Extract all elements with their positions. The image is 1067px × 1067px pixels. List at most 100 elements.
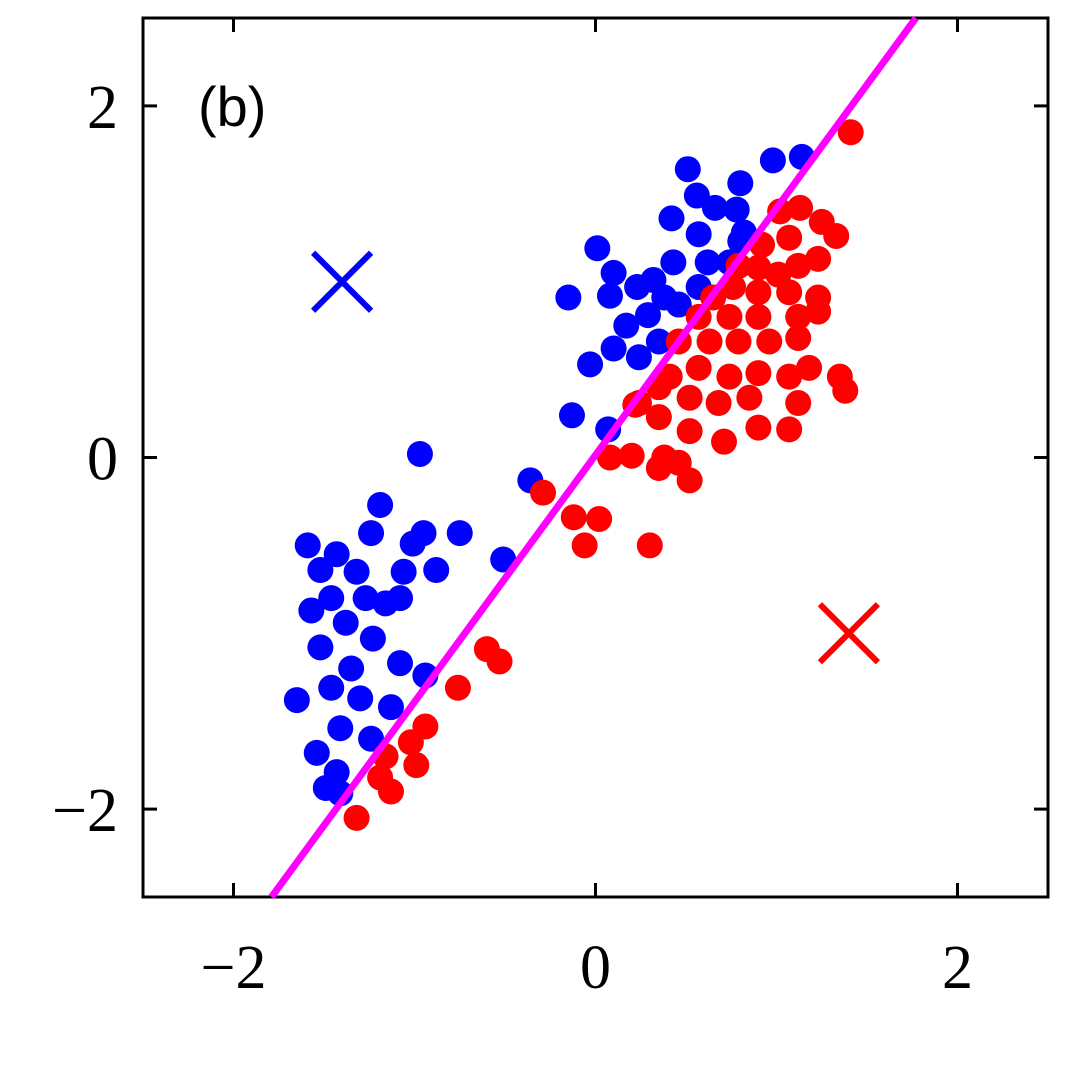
scatter-point [323,541,350,568]
scatter-point [837,119,864,146]
scatter-point [711,428,738,455]
scatter-point [377,694,404,721]
scatter-point [823,222,850,249]
scatter-point [694,249,721,276]
scatter-point [343,804,370,831]
scatter-point [358,520,385,547]
scatter-point [676,467,703,494]
scatter-point [785,324,812,351]
scatter-point [586,506,613,533]
scatter-point [423,557,450,584]
scatter-point [736,384,763,411]
scatter-point [596,282,623,309]
scatter-point [343,558,370,585]
y-tick-label: 0 [87,426,118,494]
scatter-point [387,650,414,677]
scatter-point [403,752,430,779]
scatter-point [596,444,623,471]
scatter-point [674,156,701,183]
scatter-point [785,303,812,330]
scatter-point [558,402,585,429]
scatter-point [618,442,645,469]
scatter-point [796,354,823,381]
y-tick-label: −2 [52,777,118,845]
scatter-point [756,328,783,355]
scatter-point [696,328,723,355]
scatter-point [577,351,604,378]
scatter-point [658,205,685,232]
scatter-point [727,170,754,197]
scatter-point [600,259,627,286]
scatter-point [406,440,433,467]
scatter-point [776,363,803,390]
scatter-point [705,390,732,417]
scatter-point [387,585,414,612]
scatter-point [805,245,832,272]
scatter-point [530,479,557,506]
scatter-point [645,404,672,431]
y-tick-label: 2 [87,74,118,142]
scatter-point [787,194,814,221]
scatter-point [645,455,672,482]
x-tick-label: 0 [580,934,611,1002]
scatter-point [390,558,417,585]
scatter-point [745,279,772,306]
scatter-point [303,739,330,766]
scatter-point [307,634,334,661]
scatter-point [359,625,386,652]
scatter-point [745,414,772,441]
scatter-point [338,655,365,682]
scatter-point [645,328,672,355]
scatter-point [636,532,663,559]
scatter-point [571,532,598,559]
x-tick-label: 2 [942,934,973,1002]
scatter-point [318,674,345,701]
scatter-point [327,715,354,742]
scatter-point [446,520,473,547]
scatter-point [776,279,803,306]
scatter-point [444,674,471,701]
scatter-point [745,360,772,387]
scatter-point [358,725,385,752]
scatter-point [701,194,728,221]
fit-line [268,15,919,900]
scatter-point [716,303,743,330]
scatter-point [785,390,812,417]
scatter-point [294,532,321,559]
scatter-point [776,416,803,443]
scatter-point [625,344,652,371]
scatter-point [560,504,587,531]
cross-marker [310,250,374,313]
scatter-point [600,335,627,362]
scatter-point [307,557,334,584]
scatter-point [651,284,678,311]
scatter-point [283,687,310,714]
scatter-point [723,196,750,223]
scatter-point [634,302,661,329]
scatter-point [347,685,374,712]
scatter-point [716,363,743,390]
scatter-point [785,252,812,279]
scatter-point [745,303,772,330]
scatter-point [555,284,582,311]
cross-marker [817,602,881,665]
scatter-point [486,648,513,675]
scatter-point [399,530,426,557]
x-tick-label: −2 [201,934,267,1002]
scatter-point [595,416,622,443]
scatter-point [676,384,703,411]
scatter-point [490,546,517,573]
scatter-point [745,254,772,281]
scatter-point [759,147,786,174]
scatter-point [685,221,712,248]
panel-label: (b) [198,75,266,138]
scatter-point [352,585,379,612]
scatter-point [318,585,345,612]
scatter-point [397,729,424,756]
scatter-point [613,312,640,339]
scatter-point [676,418,703,445]
scatter-point [377,778,404,805]
scatter-point [832,377,859,404]
scatter-point [776,224,803,251]
